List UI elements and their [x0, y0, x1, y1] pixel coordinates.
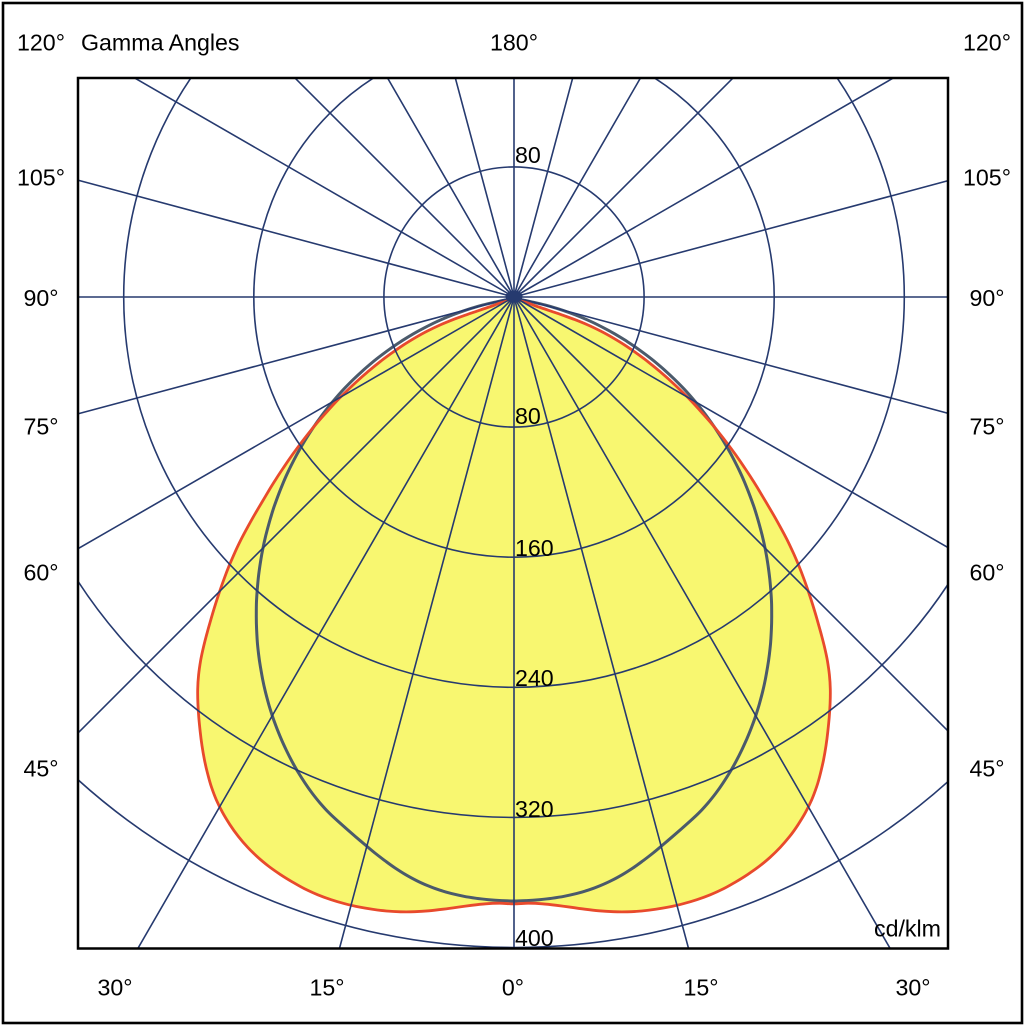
svg-text:400: 400 [515, 925, 554, 951]
svg-text:80: 80 [515, 142, 541, 168]
svg-text:0°: 0° [502, 974, 524, 1000]
svg-text:180°: 180° [490, 29, 538, 55]
svg-text:30°: 30° [97, 974, 132, 1000]
svg-text:80: 80 [515, 403, 541, 429]
svg-text:30°: 30° [895, 974, 930, 1000]
svg-text:45°: 45° [23, 756, 58, 782]
svg-text:160: 160 [515, 535, 554, 561]
svg-text:60°: 60° [23, 560, 58, 586]
svg-text:120°: 120° [963, 29, 1011, 55]
svg-text:90°: 90° [23, 285, 58, 311]
svg-text:320: 320 [515, 796, 554, 822]
svg-text:cd/klm: cd/klm [874, 916, 941, 942]
svg-text:75°: 75° [23, 414, 58, 440]
svg-text:240: 240 [515, 665, 554, 691]
svg-text:120°: 120° [17, 29, 65, 55]
svg-text:45°: 45° [969, 756, 1004, 782]
svg-text:90°: 90° [969, 285, 1004, 311]
svg-text:105°: 105° [963, 165, 1011, 191]
svg-text:105°: 105° [17, 165, 65, 191]
svg-text:60°: 60° [969, 560, 1004, 586]
svg-text:15°: 15° [309, 974, 344, 1000]
svg-text:15°: 15° [683, 974, 718, 1000]
svg-text:Gamma Angles: Gamma Angles [81, 29, 240, 55]
svg-text:75°: 75° [969, 414, 1004, 440]
